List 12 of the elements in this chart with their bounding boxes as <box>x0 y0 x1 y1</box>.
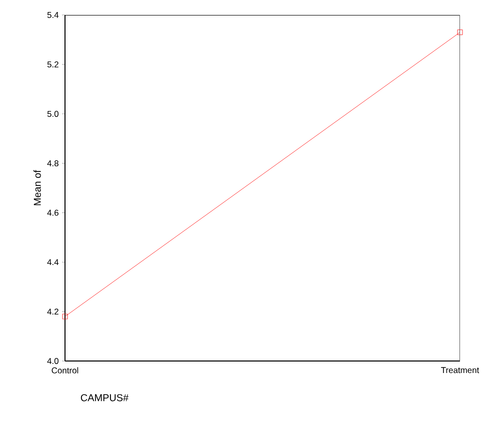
x-tick-label: Control <box>52 367 78 374</box>
y-tick-label: 4.8 <box>47 160 58 166</box>
x-tick-label: Treatment <box>441 367 480 374</box>
y-tick-label: 4.6 <box>47 210 58 216</box>
y-tick-label: 4.4 <box>47 259 59 266</box>
y-tick-label: 4.0 <box>47 358 58 364</box>
y-tick-label: 5.2 <box>47 61 58 68</box>
y-tick-label: 5.4 <box>47 12 59 18</box>
y-axis-title: Mean of <box>34 170 41 206</box>
x-axis-title: CAMPUS# <box>80 394 129 402</box>
y-tick-label: 4.2 <box>47 308 58 315</box>
y-tick-label: 5.0 <box>47 110 58 117</box>
